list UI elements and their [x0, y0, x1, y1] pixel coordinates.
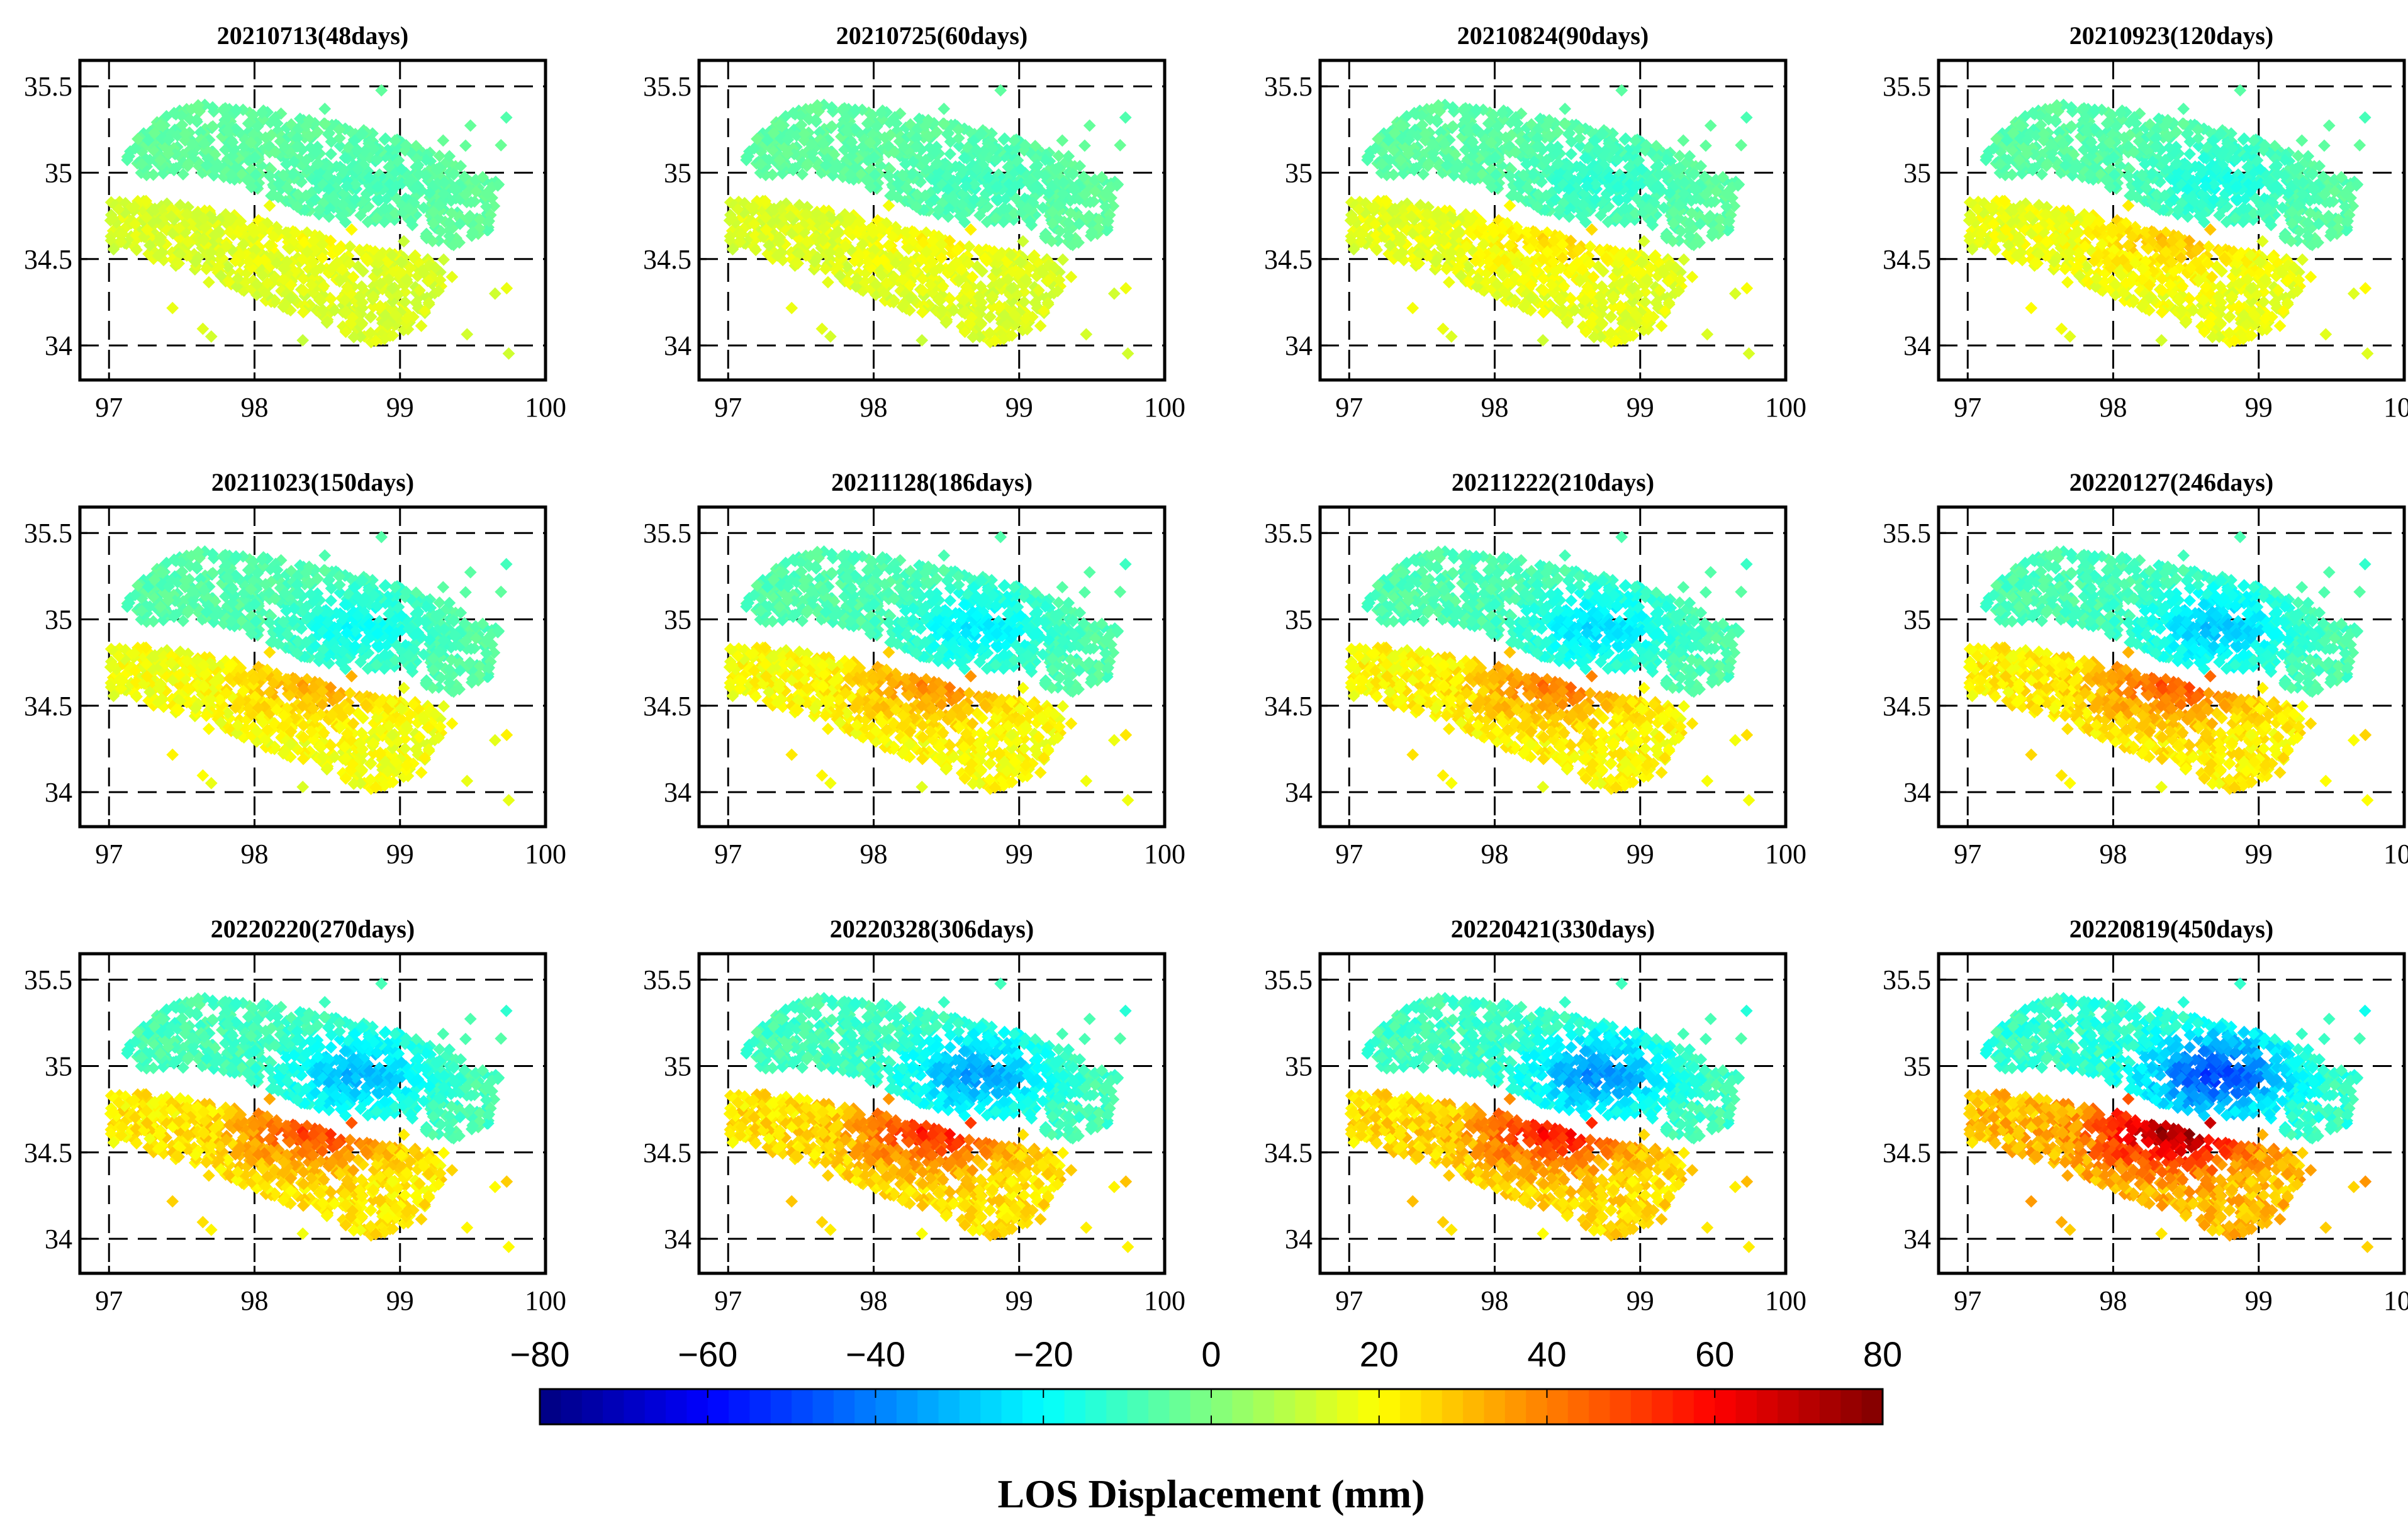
y-tick-label: 35.5: [24, 71, 72, 102]
y-tick-label: 34.5: [24, 244, 72, 275]
x-tick-label: 97: [95, 392, 123, 423]
y-tick-label: 35: [45, 157, 72, 188]
panel-1: 20210713(48days) 97 98 99 100 34 34.5 35 35.5: [24, 21, 566, 423]
x-tick-label: 98: [241, 392, 269, 423]
y-tick-label: 34: [45, 330, 72, 361]
panel-title: 20210713(48days): [217, 21, 408, 50]
panel-title: 20210725(60days): [836, 21, 1028, 50]
x-tick-label: 100: [525, 392, 566, 423]
figure: 20210713(48days)97 98 99 1003434.53535.5202…: [0, 0, 2408, 1530]
x-tick-label: 99: [386, 392, 414, 423]
